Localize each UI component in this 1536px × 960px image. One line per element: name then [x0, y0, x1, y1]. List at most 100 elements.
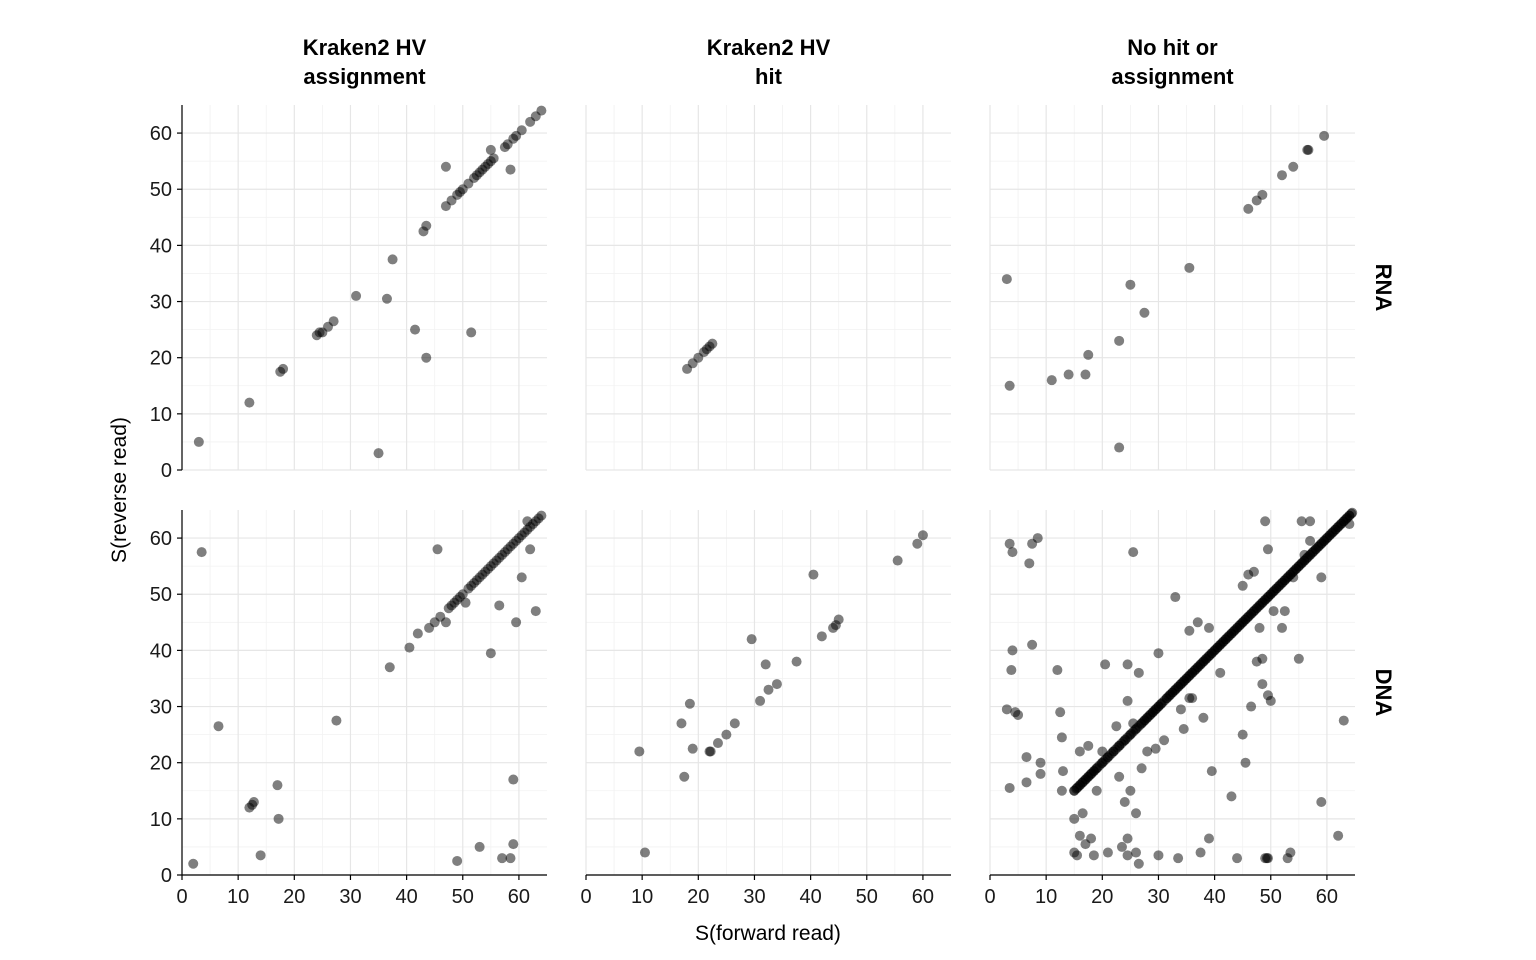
data-point	[1072, 850, 1083, 861]
data-point	[1257, 679, 1268, 690]
data-point	[1083, 740, 1094, 751]
y-tick-label: 60	[150, 123, 172, 145]
data-point	[460, 597, 471, 608]
data-point	[1240, 757, 1251, 768]
data-point	[1125, 785, 1136, 796]
column-strip-title: Kraken2 HV hit	[707, 35, 831, 89]
x-tick-label: 40	[1203, 886, 1225, 908]
data-point	[1153, 850, 1164, 861]
data-point	[755, 695, 766, 706]
data-point	[331, 715, 342, 726]
facet-panel	[989, 105, 1355, 471]
data-point	[440, 617, 451, 628]
data-point	[193, 436, 204, 447]
data-point	[687, 743, 698, 754]
data-point	[1316, 797, 1327, 807]
data-point	[1122, 833, 1133, 844]
data-point	[1285, 847, 1296, 858]
data-point	[410, 324, 421, 335]
data-point	[1226, 791, 1237, 802]
y-axis-title: S(reverse read)	[108, 417, 131, 563]
data-point	[1035, 768, 1046, 779]
data-point	[1086, 833, 1097, 844]
data-point	[1055, 707, 1066, 718]
data-point	[466, 327, 477, 338]
x-tick-label: 50	[452, 886, 474, 908]
data-point	[1056, 732, 1067, 743]
data-point	[1074, 830, 1085, 841]
data-point	[373, 448, 384, 459]
facet-strips: Kraken2 HV assignment Kraken2 HV hit No hit …	[303, 35, 1396, 716]
row-strip-title: DNA	[1371, 669, 1396, 717]
data-point	[1077, 808, 1088, 819]
data-point	[1001, 704, 1012, 715]
data-point	[384, 662, 395, 673]
x-tick-label: 30	[1147, 886, 1169, 908]
data-point	[273, 813, 284, 824]
data-point	[1131, 808, 1141, 819]
data-point	[1128, 547, 1139, 558]
data-point	[1170, 592, 1181, 603]
data-point	[536, 105, 547, 116]
data-point	[1122, 850, 1133, 861]
data-point	[1013, 709, 1024, 720]
data-point	[452, 855, 463, 866]
y-tick-label: 10	[150, 404, 172, 426]
data-point	[1007, 645, 1018, 656]
data-point	[404, 642, 415, 653]
data-point	[412, 628, 423, 639]
data-point	[1206, 766, 1217, 777]
data-point	[488, 153, 499, 164]
data-point	[1232, 853, 1243, 864]
data-point	[1056, 785, 1067, 796]
data-point	[432, 544, 443, 555]
data-point	[1268, 606, 1279, 617]
facet-panel: 0 10 20 30 40 50 60	[580, 510, 951, 908]
data-point	[676, 718, 687, 729]
data-point	[255, 850, 266, 861]
x-tick-label: 30	[339, 886, 361, 908]
x-tick-label: 50	[1260, 886, 1282, 908]
data-point	[1333, 830, 1344, 841]
y-tick-label: 10	[150, 809, 172, 831]
data-point	[763, 684, 774, 695]
data-point	[1195, 847, 1206, 858]
data-point	[1288, 161, 1299, 172]
data-point	[1114, 335, 1125, 346]
data-point	[1133, 667, 1144, 678]
data-point	[1021, 777, 1032, 788]
facet-panel: 0 10 20 30 40 50 60	[984, 507, 1358, 908]
x-tick-label: 20	[283, 886, 305, 908]
data-point	[1265, 695, 1276, 706]
y-tick-label: 30	[150, 697, 172, 719]
data-point	[1027, 639, 1038, 650]
data-point	[1192, 617, 1203, 628]
data-point	[684, 698, 695, 709]
data-point	[1083, 349, 1094, 360]
data-point	[278, 363, 289, 374]
data-point	[244, 397, 255, 408]
data-point	[1319, 130, 1330, 141]
data-point	[1293, 653, 1304, 664]
data-point	[1102, 847, 1113, 858]
data-point	[1114, 442, 1125, 453]
x-tick-label: 0	[984, 886, 995, 908]
data-point	[760, 659, 771, 670]
data-point	[530, 606, 541, 617]
data-point	[196, 547, 207, 558]
data-point	[387, 254, 398, 265]
data-point	[1122, 695, 1133, 706]
data-point	[1006, 665, 1017, 676]
data-point	[1305, 535, 1316, 546]
data-point	[1248, 566, 1259, 577]
data-point	[679, 771, 690, 782]
data-point	[536, 510, 547, 521]
x-tick-label: 40	[395, 886, 417, 908]
column-strip-title: Kraken2 HV assignment	[303, 35, 427, 89]
data-point	[1262, 853, 1273, 864]
data-point	[1021, 752, 1032, 763]
data-point	[328, 316, 339, 327]
data-point	[746, 634, 757, 645]
data-point	[1305, 516, 1316, 527]
column-strip-title: No hit or assignment	[1111, 35, 1234, 89]
